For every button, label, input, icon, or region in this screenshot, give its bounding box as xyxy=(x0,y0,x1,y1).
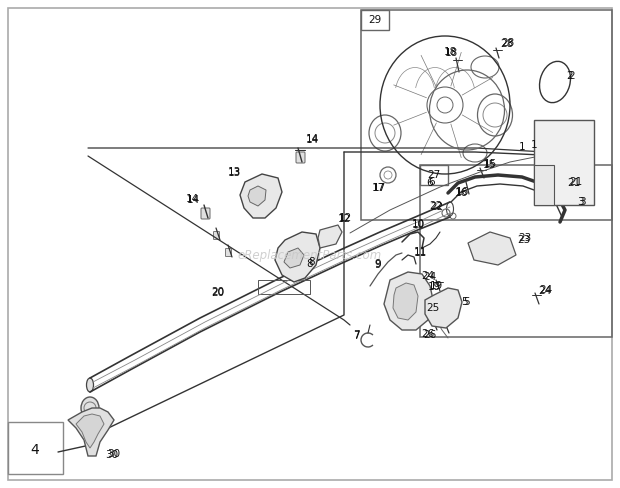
Ellipse shape xyxy=(87,378,94,392)
Text: 9: 9 xyxy=(374,260,381,270)
Polygon shape xyxy=(468,232,516,265)
Text: 5: 5 xyxy=(462,297,468,307)
Text: 30: 30 xyxy=(107,449,120,459)
Text: 18: 18 xyxy=(443,47,456,57)
Text: 21: 21 xyxy=(569,177,583,187)
Polygon shape xyxy=(240,174,282,218)
Text: 16: 16 xyxy=(454,188,467,198)
Text: 5: 5 xyxy=(463,297,469,307)
Text: 1: 1 xyxy=(531,140,538,150)
Text: 12: 12 xyxy=(339,213,352,223)
Bar xyxy=(361,10,612,220)
Text: 28: 28 xyxy=(502,38,515,48)
Text: 16: 16 xyxy=(455,187,469,197)
Bar xyxy=(361,10,389,30)
Text: 1: 1 xyxy=(519,142,525,152)
Text: 30: 30 xyxy=(105,450,118,460)
Text: 17: 17 xyxy=(373,183,386,193)
Bar xyxy=(420,165,612,337)
Text: 26: 26 xyxy=(423,330,436,340)
Text: 3: 3 xyxy=(578,197,585,207)
Polygon shape xyxy=(534,120,594,205)
Text: 7: 7 xyxy=(353,331,360,341)
Polygon shape xyxy=(318,225,342,248)
Text: 24: 24 xyxy=(539,285,552,295)
Text: 2: 2 xyxy=(567,71,574,81)
Polygon shape xyxy=(425,288,462,328)
Ellipse shape xyxy=(81,397,99,419)
Text: 14: 14 xyxy=(306,135,319,145)
Text: 15: 15 xyxy=(484,159,497,169)
Text: 9: 9 xyxy=(374,259,381,269)
Text: 13: 13 xyxy=(228,168,241,178)
Text: 23: 23 xyxy=(518,233,531,243)
Text: 14: 14 xyxy=(187,195,200,205)
Polygon shape xyxy=(68,408,114,456)
Text: 25: 25 xyxy=(427,303,440,313)
Text: 3: 3 xyxy=(577,197,583,207)
Text: 13: 13 xyxy=(228,167,241,177)
Text: 15: 15 xyxy=(482,160,495,170)
Text: 6: 6 xyxy=(427,178,433,188)
Text: 17: 17 xyxy=(371,183,384,193)
Bar xyxy=(8,422,63,474)
Text: 25: 25 xyxy=(428,303,441,313)
Text: 4: 4 xyxy=(30,443,40,457)
Text: 21: 21 xyxy=(567,178,580,188)
Text: 10: 10 xyxy=(412,220,425,230)
Text: 19: 19 xyxy=(427,282,441,292)
Text: 24: 24 xyxy=(538,286,552,296)
Polygon shape xyxy=(275,232,320,282)
Text: 27: 27 xyxy=(427,170,441,180)
Text: 8: 8 xyxy=(307,259,313,269)
Text: 6: 6 xyxy=(428,177,435,187)
Text: 22: 22 xyxy=(430,201,443,211)
Text: 20: 20 xyxy=(211,288,224,298)
Text: 24: 24 xyxy=(423,272,436,282)
FancyBboxPatch shape xyxy=(296,152,305,163)
Text: 12: 12 xyxy=(337,214,351,224)
Bar xyxy=(420,165,448,185)
Text: 11: 11 xyxy=(414,248,427,258)
Text: 23: 23 xyxy=(517,235,531,245)
Text: 29: 29 xyxy=(368,15,382,25)
Text: 7: 7 xyxy=(353,330,360,340)
Text: 14: 14 xyxy=(185,194,198,204)
FancyBboxPatch shape xyxy=(439,299,457,311)
Text: eReplacementParts.com: eReplacementParts.com xyxy=(238,248,382,262)
Bar xyxy=(258,280,310,294)
FancyBboxPatch shape xyxy=(226,248,231,257)
Polygon shape xyxy=(76,414,104,448)
FancyBboxPatch shape xyxy=(213,231,219,240)
Text: 28: 28 xyxy=(500,39,513,49)
Text: 11: 11 xyxy=(414,247,427,257)
Text: 10: 10 xyxy=(412,219,425,229)
Polygon shape xyxy=(248,186,266,206)
Text: 18: 18 xyxy=(445,48,458,58)
Polygon shape xyxy=(393,283,418,320)
Text: 14: 14 xyxy=(306,134,319,144)
Polygon shape xyxy=(384,272,434,330)
Text: 20: 20 xyxy=(211,287,224,297)
Text: 24: 24 xyxy=(422,271,435,281)
Polygon shape xyxy=(284,248,304,268)
Polygon shape xyxy=(534,165,554,205)
Text: 26: 26 xyxy=(422,329,435,339)
Text: 22: 22 xyxy=(430,202,444,212)
FancyBboxPatch shape xyxy=(201,208,210,219)
Text: 2: 2 xyxy=(569,71,575,81)
Text: 19: 19 xyxy=(430,281,443,291)
Text: 8: 8 xyxy=(309,257,316,267)
